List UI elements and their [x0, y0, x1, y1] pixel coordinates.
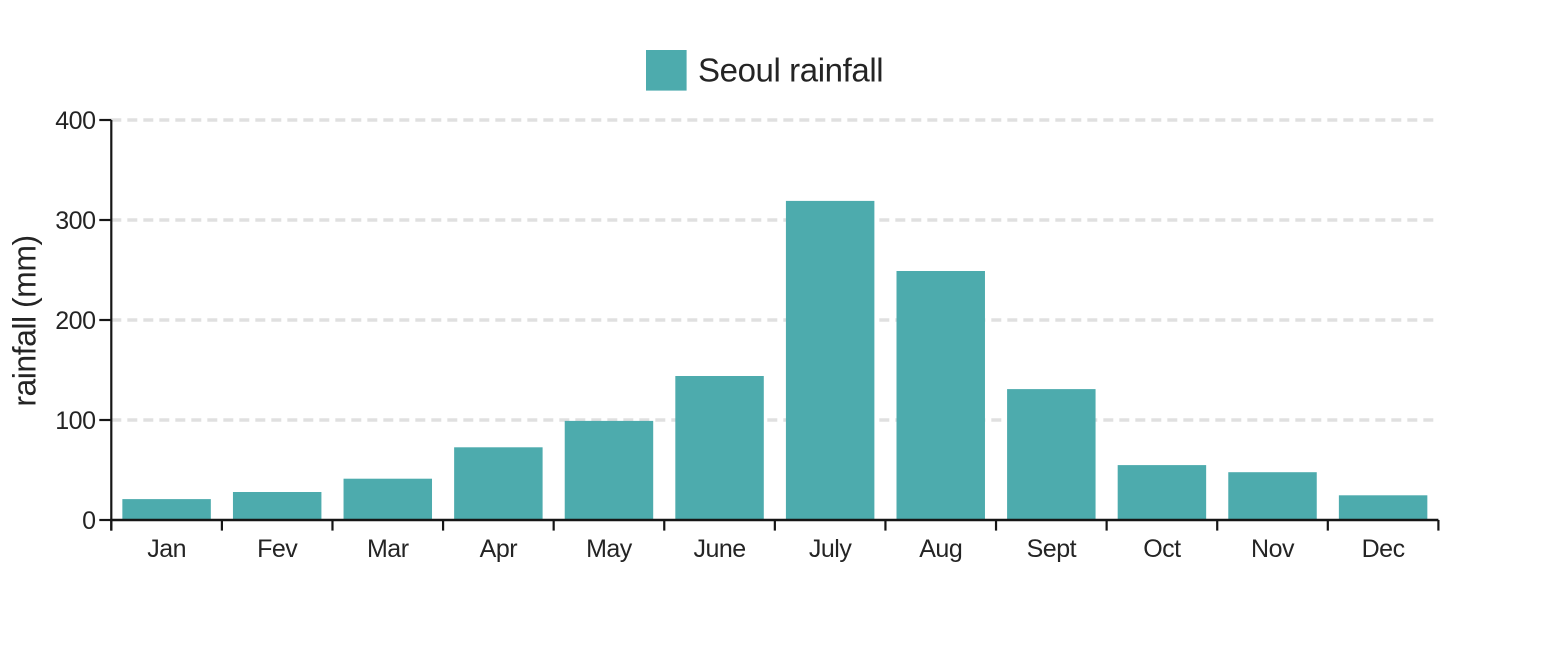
svg-text:100: 100: [55, 407, 95, 435]
svg-text:July: July: [809, 535, 852, 563]
svg-text:May: May: [586, 535, 633, 563]
svg-text:0: 0: [82, 507, 95, 535]
svg-text:Apr: Apr: [480, 535, 518, 563]
svg-text:300: 300: [55, 207, 95, 235]
svg-text:Aug: Aug: [919, 535, 962, 563]
svg-text:Sept: Sept: [1027, 535, 1077, 563]
svg-text:400: 400: [55, 107, 95, 135]
svg-text:June: June: [693, 535, 745, 563]
svg-text:200: 200: [55, 307, 95, 335]
svg-text:Oct: Oct: [1143, 535, 1181, 563]
svg-text:Jan: Jan: [147, 535, 186, 563]
svg-text:Seoul rainfall: Seoul rainfall: [698, 52, 883, 89]
svg-text:Nov: Nov: [1251, 535, 1295, 563]
svg-text:Fev: Fev: [257, 535, 298, 563]
svg-text:Mar: Mar: [367, 535, 409, 563]
svg-text:rainfall (mm): rainfall (mm): [7, 235, 43, 406]
svg-text:Dec: Dec: [1362, 535, 1405, 563]
